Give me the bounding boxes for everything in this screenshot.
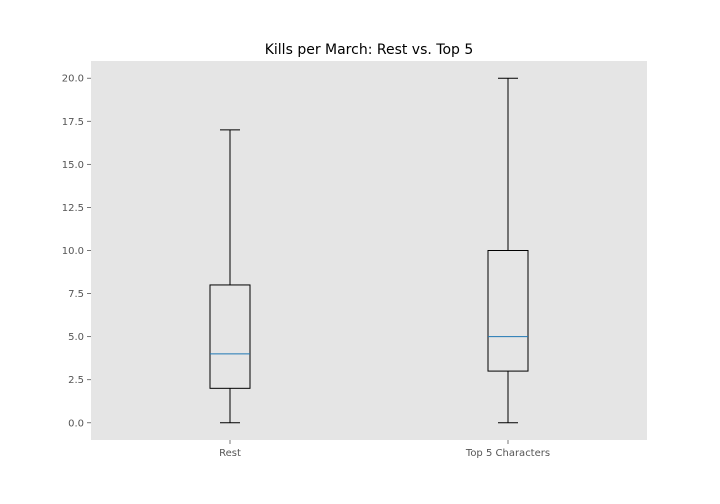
- y-tick-label: 0.0: [68, 418, 84, 429]
- x-tick-label: Top 5 Characters: [465, 448, 550, 459]
- box-plots: [209, 77, 529, 424]
- y-axis: 0.0 2.5 5.0 7.5 10.0 12.5 15.0 17.5 20.0: [62, 74, 91, 429]
- y-tick-label: 5.0: [68, 332, 84, 343]
- plot-area: [91, 61, 647, 440]
- y-tick-label: 15.0: [62, 160, 84, 171]
- y-tick-label: 2.5: [68, 375, 84, 386]
- y-tick-label: 10.0: [62, 246, 84, 257]
- iqr-box: [209, 284, 251, 389]
- x-axis: Rest Top 5 Characters: [219, 440, 550, 459]
- y-tick-label: 20.0: [62, 74, 84, 85]
- box-1: [209, 129, 251, 424]
- x-tick-label: Rest: [219, 448, 241, 459]
- y-tick-label: 17.5: [62, 117, 84, 128]
- box-2: [487, 77, 529, 424]
- iqr-box: [487, 250, 529, 372]
- y-tick-label: 12.5: [62, 203, 84, 214]
- chart-title: Kills per March: Rest vs. Top 5: [265, 42, 474, 58]
- y-tick-label: 7.5: [68, 289, 84, 300]
